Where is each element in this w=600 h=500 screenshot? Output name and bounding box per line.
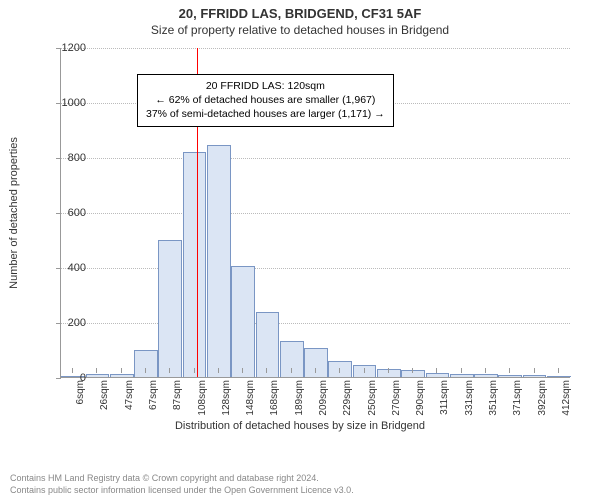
footer-line-1: Contains HM Land Registry data © Crown c… [10, 472, 354, 484]
x-tick-mark [242, 368, 243, 373]
x-tick-mark [315, 368, 316, 373]
x-tick-mark [485, 368, 486, 373]
histogram-bar [523, 375, 547, 377]
x-tick-label: 128sqm [221, 380, 232, 430]
x-tick-label: 148sqm [245, 380, 256, 430]
x-tick-mark [194, 368, 195, 373]
footer-attribution: Contains HM Land Registry data © Crown c… [10, 472, 354, 496]
histogram-bar [86, 374, 110, 377]
x-tick-label: 209sqm [318, 380, 329, 430]
x-tick-label: 270sqm [391, 380, 402, 430]
x-tick-label: 351sqm [488, 380, 499, 430]
x-tick-label: 26sqm [99, 380, 110, 430]
histogram-bar [280, 341, 304, 377]
footer-line-2: Contains public sector information licen… [10, 484, 354, 496]
x-tick-label: 67sqm [148, 380, 159, 430]
y-tick-label: 400 [46, 262, 86, 274]
x-tick-label: 87sqm [172, 380, 183, 430]
x-tick-mark [534, 368, 535, 373]
x-tick-label: 47sqm [124, 380, 135, 430]
x-tick-mark [121, 368, 122, 373]
x-tick-label: 311sqm [439, 380, 450, 430]
x-tick-label: 108sqm [197, 380, 208, 430]
info-box: 20 FFRIDD LAS: 120sqm← 62% of detached h… [137, 74, 394, 127]
grid-line [61, 158, 570, 159]
x-tick-label: 290sqm [415, 380, 426, 430]
info-box-line: 37% of semi-detached houses are larger (… [146, 107, 385, 121]
info-box-line: ← 62% of detached houses are smaller (1,… [146, 93, 385, 107]
x-tick-mark [291, 368, 292, 373]
x-tick-mark [96, 368, 97, 373]
x-tick-mark [509, 368, 510, 373]
x-tick-label: 250sqm [367, 380, 378, 430]
x-tick-mark [266, 368, 267, 373]
grid-line [61, 268, 570, 269]
x-tick-label: 331sqm [464, 380, 475, 430]
histogram-bar [498, 375, 522, 377]
plot-area: 20 FFRIDD LAS: 120sqm← 62% of detached h… [60, 48, 570, 378]
histogram-bar [110, 374, 134, 377]
y-tick-label: 1000 [46, 97, 86, 109]
info-box-line: 20 FFRIDD LAS: 120sqm [146, 79, 385, 93]
chart-container: Number of detached properties 20 FFRIDD … [0, 38, 600, 438]
x-tick-label: 168sqm [269, 380, 280, 430]
x-tick-mark [145, 368, 146, 373]
x-tick-label: 229sqm [342, 380, 353, 430]
x-tick-mark [169, 368, 170, 373]
x-tick-mark [461, 368, 462, 373]
x-tick-mark [339, 368, 340, 373]
y-tick-label: 200 [46, 317, 86, 329]
chart-title-sub: Size of property relative to detached ho… [0, 21, 600, 37]
histogram-bar [547, 376, 571, 377]
y-tick-label: 600 [46, 207, 86, 219]
y-axis-label: Number of detached properties [8, 137, 20, 289]
x-tick-mark [388, 368, 389, 373]
x-tick-label: 6sqm [75, 380, 86, 430]
histogram-bar [474, 374, 498, 377]
histogram-bar [183, 152, 207, 378]
histogram-bar [377, 369, 401, 377]
grid-line [61, 213, 570, 214]
histogram-bar [231, 266, 255, 377]
x-tick-label: 412sqm [561, 380, 572, 430]
y-tick-label: 800 [46, 152, 86, 164]
x-tick-mark [72, 368, 73, 373]
histogram-bar [207, 145, 231, 377]
y-tick-label: 1200 [46, 42, 86, 54]
x-tick-label: 189sqm [294, 380, 305, 430]
grid-line [61, 48, 570, 49]
histogram-bar [158, 240, 182, 378]
histogram-bar [450, 374, 474, 377]
x-tick-label: 392sqm [537, 380, 548, 430]
x-tick-mark [218, 368, 219, 373]
x-tick-mark [364, 368, 365, 373]
x-tick-mark [436, 368, 437, 373]
x-tick-label: 371sqm [512, 380, 523, 430]
chart-title-main: 20, FFRIDD LAS, BRIDGEND, CF31 5AF [0, 0, 600, 21]
x-tick-mark [412, 368, 413, 373]
x-tick-mark [558, 368, 559, 373]
grid-line [61, 323, 570, 324]
histogram-bar [426, 373, 450, 377]
